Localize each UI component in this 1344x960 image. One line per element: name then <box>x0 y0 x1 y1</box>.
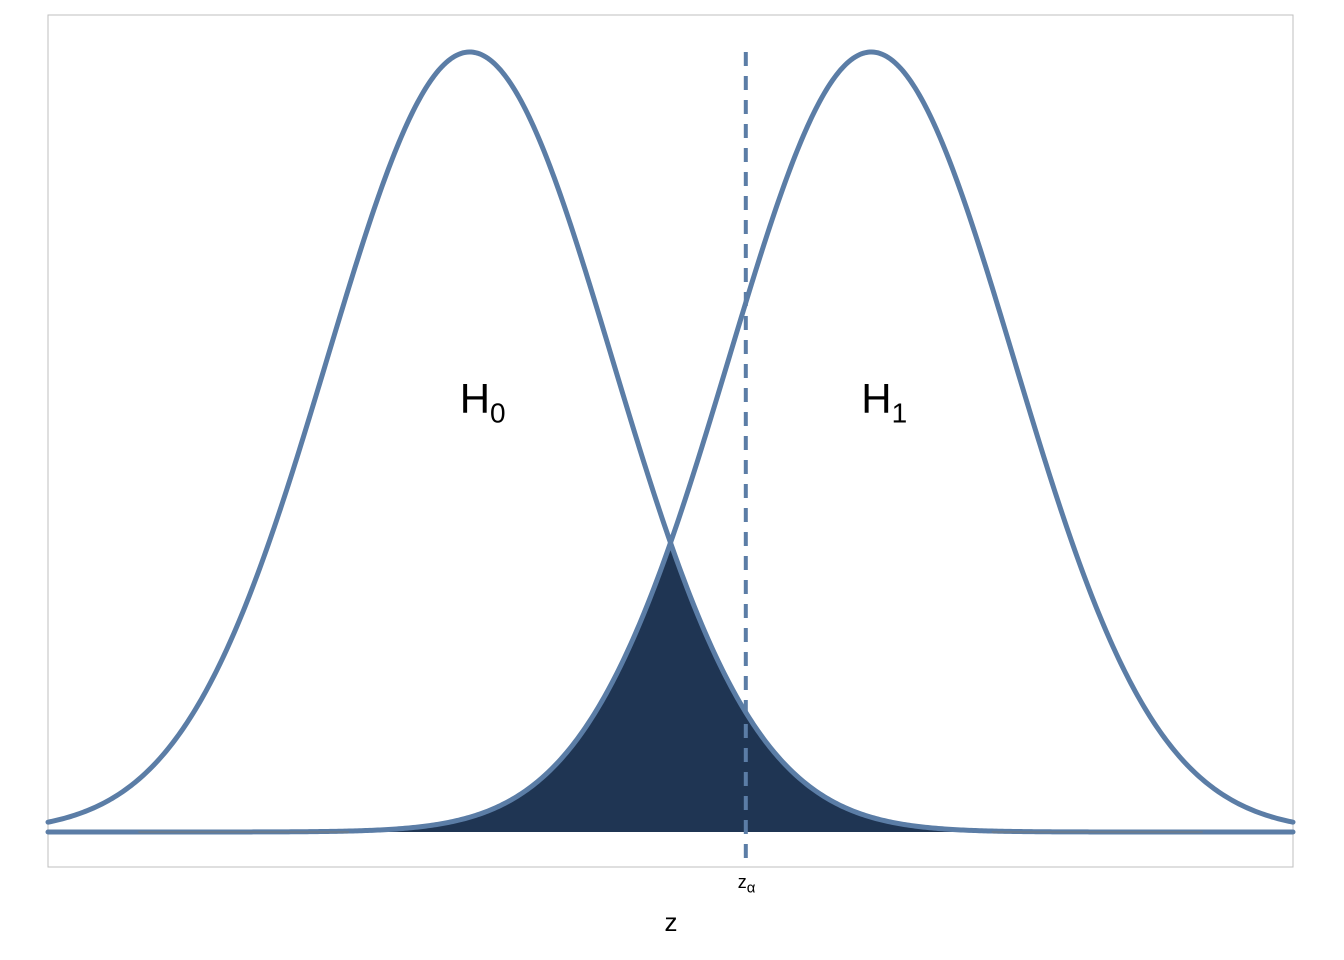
h1-sub: 1 <box>892 397 908 428</box>
z-alpha-base: z <box>738 872 747 892</box>
h1-label: H1 <box>861 375 907 429</box>
chart-svg <box>0 0 1344 960</box>
h0-label: H0 <box>460 375 506 429</box>
h1-base: H <box>861 375 891 422</box>
h0-sub: 0 <box>490 397 506 428</box>
z-alpha-sub: α <box>747 880 756 897</box>
z-alpha-label: zα <box>738 872 756 897</box>
hypothesis-test-chart: H0 H1 zα z <box>0 0 1344 960</box>
h0-base: H <box>460 375 490 422</box>
x-axis-label: z <box>665 907 678 938</box>
